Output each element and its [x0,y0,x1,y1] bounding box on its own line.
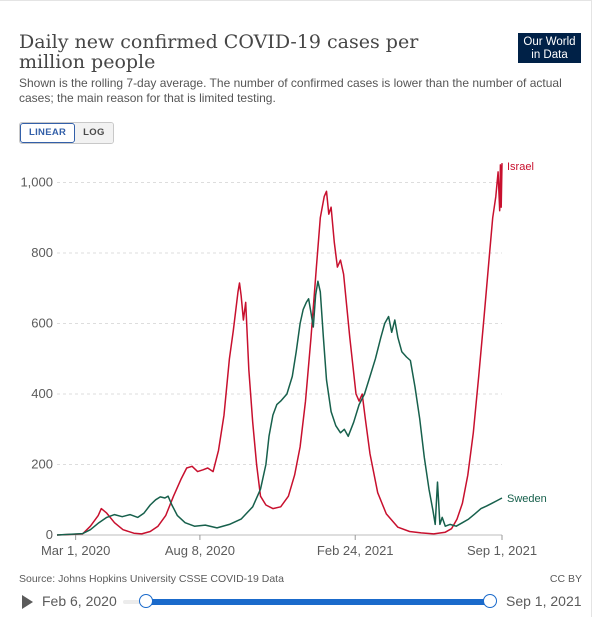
y-tick-label: 0 [46,527,53,542]
timeline-end-label: Sep 1, 2021 [506,593,582,609]
license-badge[interactable]: CC BY [549,573,582,585]
y-tick-label: 1,000 [20,175,53,190]
scale-toggle: LINEAR LOG [19,122,114,144]
x-axis: Mar 1, 2020 Aug 8, 2020 Feb 24, 2021 Sep 1,… [41,535,537,558]
series-labels: Israel Sweden [507,161,547,505]
y-tick-label: 400 [31,386,53,401]
series-line-sweden[interactable] [56,280,503,536]
y-tick-label: 600 [31,316,53,331]
series-line-israel[interactable] [56,163,503,536]
chart-subtitle: Shown is the rolling 7-day average. The … [19,76,562,105]
timeline-start-label: Feb 6, 2020 [42,593,117,609]
timeline-range-fill [146,599,490,605]
timeline-start-handle[interactable] [139,594,153,608]
y-tick-label: 800 [31,245,53,260]
timeline: Feb 6, 2020 Sep 1, 2021 [0,589,592,617]
source-note[interactable]: Source: Johns Hopkins University CSSE CO… [19,573,284,585]
y-tick-label: 200 [31,457,53,472]
x-tick-label: Mar 1, 2020 [41,543,110,558]
series-label-israel[interactable]: Israel [507,161,534,173]
log-scale-button[interactable]: LOG [75,123,113,143]
play-icon[interactable] [22,595,33,609]
series-label-sweden[interactable]: Sweden [507,493,547,505]
line-chart: 0 200 400 600 800 1,000 Mar 1, 2020 Aug 8, 202… [20,161,547,558]
linear-scale-button[interactable]: LINEAR [20,123,76,143]
y-axis: 0 200 400 600 800 1,000 [20,175,53,543]
x-tick-label: Feb 24, 2021 [317,543,394,558]
owid-logo[interactable]: Our World in Data [518,33,581,63]
grid [57,182,502,536]
x-tick-label: Aug 8, 2020 [165,543,235,558]
logo-line-2: in Data [531,48,568,61]
chart-title: Daily new confirmed COVID-19 cases per m… [19,31,419,73]
logo-line-1: Our World [523,36,576,48]
series [56,163,503,536]
timeline-end-handle[interactable] [483,594,497,608]
x-tick-label: Sep 1, 2021 [467,543,537,558]
